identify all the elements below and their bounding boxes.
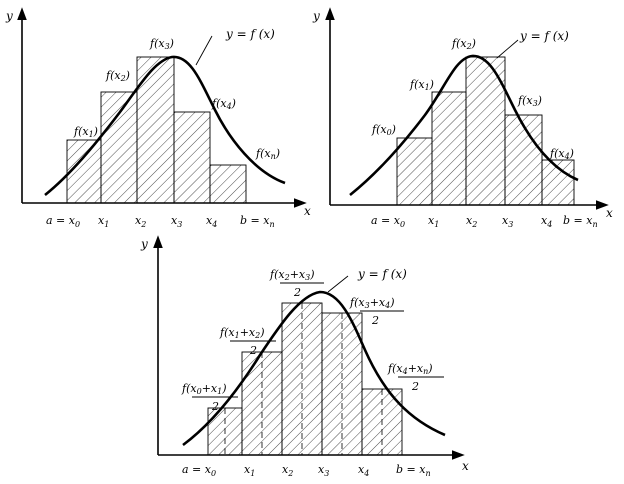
tick-label: x3 xyxy=(318,463,329,478)
midpoint-denominator: 2 xyxy=(293,286,301,299)
bar xyxy=(209,164,247,204)
midpoint-numerator: f(x3+x4) xyxy=(349,296,395,310)
midpoint-numerator: f(x0+x1) xyxy=(181,382,227,396)
midpoint-dashes xyxy=(224,303,383,455)
function-curve xyxy=(182,290,446,447)
bars xyxy=(396,56,575,206)
tick-label: b = xn xyxy=(563,214,598,229)
height-label: f(x0) xyxy=(371,123,396,137)
bar xyxy=(66,139,102,204)
tick-label: x4 xyxy=(358,463,369,478)
midpoint-numerator: f(x1+x2) xyxy=(219,326,265,340)
curve-pointer xyxy=(195,35,213,66)
height-label: f(x4) xyxy=(549,147,574,161)
bar xyxy=(136,56,175,204)
x-axis-label: x xyxy=(462,459,469,473)
height-labels: f(x1) f(x2) f(x3) f(x4) f(xn) xyxy=(73,37,280,161)
y-axis-label: y xyxy=(5,9,13,23)
tick-label: x2 xyxy=(466,214,477,229)
curve-pointer xyxy=(496,39,519,59)
bar xyxy=(465,56,506,206)
tick-label: b = xn xyxy=(396,463,431,478)
height-label: f(x2) xyxy=(105,69,130,83)
tick-label: a = x0 xyxy=(371,214,405,229)
tick-label: x2 xyxy=(135,214,146,229)
curve-label: y = f (x) xyxy=(357,267,407,281)
height-labels: f(x0) f(x1) f(x2) f(x3) f(x4) xyxy=(371,37,574,161)
midpoint-label: f(x3+x4) 2 xyxy=(349,296,404,327)
midpoint-numerator: f(x2+x3) xyxy=(269,268,315,282)
y-axis-label: y xyxy=(140,237,148,251)
midpoint-labels: f(x0+x1) 2 f(x1+x2) 2 f(x2+x3) 2 f(x3+x4… xyxy=(181,268,444,413)
panel-midpoint: y x y = f (x) a = x0 x1 x2 x3 x4 b = xn … xyxy=(140,235,469,478)
tick-label: x1 xyxy=(244,463,255,478)
tick-label: a = x0 xyxy=(182,463,216,478)
height-label: f(xn) xyxy=(255,147,280,161)
panel-left-endpoint: y x y = f (x) a = x0 x1 x2 x3 x4 b = xn … xyxy=(5,7,311,229)
bar xyxy=(396,137,433,206)
midpoint-label: f(x2+x3) 2 xyxy=(269,268,324,299)
bar xyxy=(100,91,138,204)
height-label: f(x1) xyxy=(73,125,98,139)
tick-label: x1 xyxy=(428,214,439,229)
midpoint-denominator: 2 xyxy=(211,400,219,413)
panel-right-endpoint: y x y = f (x) a = x0 x1 x2 x3 x4 b = xn … xyxy=(312,7,613,229)
midpoint-label: f(x1+x2) 2 xyxy=(219,326,276,357)
x-tick-labels: a = x0 x1 x2 x3 x4 b = xn xyxy=(46,214,275,229)
height-label: f(x3) xyxy=(517,94,542,108)
midpoint-denominator: 2 xyxy=(411,380,419,393)
midpoint-denominator: 2 xyxy=(249,344,257,357)
x-tick-labels: a = x0 x1 x2 x3 x4 b = xn xyxy=(371,214,598,229)
tick-label: x2 xyxy=(282,463,293,478)
tick-label: x3 xyxy=(502,214,513,229)
height-label: f(x4) xyxy=(211,97,236,111)
bar xyxy=(504,114,543,206)
tick-label: x4 xyxy=(206,214,217,229)
midpoint-numerator: f(x4+xn) xyxy=(387,362,433,376)
midpoint-label: f(x0+x1) 2 xyxy=(181,382,238,413)
tick-label: x4 xyxy=(541,214,552,229)
tick-label: b = xn xyxy=(240,214,275,229)
x-axis-label: x xyxy=(304,204,311,218)
curve-label: y = f (x) xyxy=(225,27,275,41)
function-curve xyxy=(349,54,579,197)
y-axis-label: y xyxy=(312,9,320,23)
height-label: f(x1) xyxy=(409,78,434,92)
bar xyxy=(173,111,211,204)
tick-label: x1 xyxy=(98,214,109,229)
tick-label: a = x0 xyxy=(46,214,80,229)
curve-pointer xyxy=(327,275,349,293)
midpoint-label: f(x4+xn) 2 xyxy=(387,362,444,393)
height-label: f(x3) xyxy=(149,37,174,51)
bars xyxy=(66,56,247,204)
function-curve xyxy=(44,55,286,197)
x-axis-label: x xyxy=(606,206,613,220)
tick-label: x3 xyxy=(171,214,182,229)
bar xyxy=(431,91,467,206)
x-tick-labels: a = x0 x1 x2 x3 x4 b = xn xyxy=(182,463,431,478)
curve-label: y = f (x) xyxy=(519,29,569,43)
height-label: f(x2) xyxy=(451,37,476,51)
midpoint-denominator: 2 xyxy=(371,314,379,327)
